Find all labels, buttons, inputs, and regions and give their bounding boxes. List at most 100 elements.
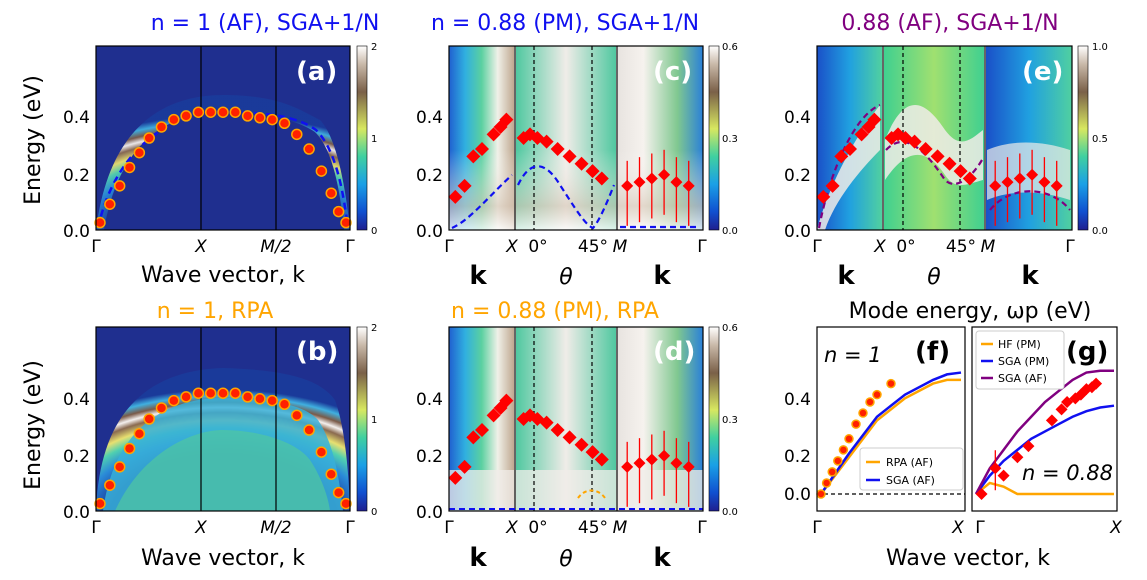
panel-b-data-point: [204, 387, 217, 399]
panel-a-data-point: [229, 106, 242, 118]
panel-f-data-point: [865, 397, 875, 407]
panel-c-data-point: [539, 134, 554, 149]
panel-f-points: [816, 378, 896, 499]
panel-d-data-point: [539, 415, 554, 430]
panel-b-data-point: [229, 387, 242, 399]
panel-d-data-point: [658, 449, 671, 462]
colorbar-c-tick-mid: 0.3: [722, 134, 738, 145]
xtick-a-gamma2: Γ: [345, 237, 355, 257]
xtick-c-45deg: 45°: [578, 237, 608, 257]
panel-f-annotation: n = 1: [824, 343, 882, 367]
panel-a-data-point: [143, 132, 155, 144]
colorbar-b-tick-mid: 1: [371, 415, 377, 426]
panel-f-data-point: [833, 456, 843, 466]
panel-e-data-point: [816, 189, 831, 204]
panel-d-data-point: [645, 453, 658, 466]
panel-e-band-mid: [885, 105, 983, 185]
panel-d-points: [448, 393, 695, 507]
panel-e-data-point: [942, 156, 957, 171]
panel-c-data-point: [670, 176, 683, 189]
panel-c-data-point: [486, 127, 501, 142]
panel-b-points: [94, 387, 352, 510]
panel-a-data-point: [204, 106, 217, 118]
panel-b-data-point: [291, 409, 303, 422]
xtick-f-gamma: Γ: [812, 518, 822, 538]
xtick-e-gamma2: Γ: [1065, 237, 1075, 257]
colorbar-b-tick-bottom: 0: [371, 507, 377, 518]
ytick-d-00: 0.0: [416, 503, 443, 523]
legend-g-hf: HF (PM): [998, 338, 1041, 351]
panel-c-blue-left: [451, 174, 513, 230]
legend-g: HF (PM) SGA (PM) SGA (AF): [975, 330, 1065, 390]
panel-b: (b): [94, 326, 352, 512]
ytick-b-04: 0.4: [63, 390, 90, 410]
panel-b-data-point: [325, 468, 337, 480]
panel-c-data-point: [633, 176, 646, 189]
panel-e-data-point: [962, 171, 977, 186]
panel-g-data-point: [997, 469, 1010, 482]
xtick-d-0deg: 0°: [528, 518, 547, 538]
panel-e-points: [816, 112, 1063, 226]
colorbar-a: 2 1 0: [356, 42, 377, 237]
panel-c-data-point: [550, 142, 565, 157]
xtick-b-gamma1: Γ: [91, 518, 101, 538]
panel-a-data-point: [155, 121, 168, 133]
panel-b-data-point: [266, 394, 278, 407]
colorbar-a-tick-mid: 1: [371, 134, 377, 145]
panel-c-data-point: [621, 179, 634, 192]
panel-f-data-point: [872, 389, 882, 400]
sublabel-e-theta: θ: [927, 265, 941, 290]
legend-g-box: [975, 330, 1065, 390]
panel-c-blue-mid: [517, 165, 616, 230]
title-panel-b: n = 1, RPA: [157, 299, 274, 324]
ytick-c-04: 0.4: [416, 108, 443, 128]
panel-c-data-point: [562, 149, 577, 164]
panel-g-frame: [971, 326, 1118, 512]
panel-g-label: (g): [1066, 337, 1108, 367]
panel-f-line-rpa: [820, 378, 961, 495]
panel-e-data-point: [1038, 176, 1051, 189]
xlabel-a: Wave vector, k: [141, 263, 305, 288]
ytick-d-04: 0.4: [416, 390, 443, 410]
ytick-e-00: 0.0: [784, 222, 811, 242]
xticks-e: Γ X 0° 45° M Γ k θ k: [812, 237, 1075, 291]
panel-a-data-point: [104, 198, 116, 210]
panel-d-orange-arc: [577, 489, 606, 499]
xticks-a: Γ X M/2 Γ Wave vector, k: [91, 237, 355, 288]
panel-a-data-point: [168, 113, 180, 126]
ytick-d-02: 0.2: [416, 447, 443, 467]
panel-d-data-point: [633, 457, 646, 470]
panel-d: (d): [448, 326, 704, 512]
ytick-a-00: 0.0: [63, 222, 90, 242]
xtick-d-m: M: [613, 518, 628, 538]
panel-b-data-point: [241, 391, 254, 403]
panel-g-data-point: [1045, 414, 1058, 427]
colorbar-c-bar: [708, 45, 720, 231]
panel-a-points: [94, 106, 352, 229]
panel-c-label: (c): [653, 57, 692, 87]
yticks-a: 0.4 0.2 0.0: [63, 108, 90, 242]
colorbar-b-bar: [356, 326, 368, 512]
panel-e-data-point: [930, 149, 945, 164]
panel-f-data-point: [838, 445, 849, 455]
panel-g-data-point: [989, 462, 1002, 475]
ytick-c-00: 0.0: [416, 222, 443, 242]
yticks-b: 0.4 0.2 0.0: [63, 390, 90, 523]
panel-a-label: (a): [296, 57, 337, 87]
panel-e-frame: [816, 45, 1073, 231]
colorbar-c: 0.6 0.3 0.0: [708, 42, 738, 237]
panel-c: (c): [448, 45, 704, 231]
xtick-g-gamma: Γ: [975, 518, 985, 538]
xtick-e-m: M: [981, 237, 996, 257]
colorbar-c-tick-top: 0.6: [722, 42, 738, 53]
panel-a-data-point: [192, 106, 205, 118]
panel-b-data-point: [143, 413, 155, 425]
colorbar-a-tick-bottom: 0: [371, 226, 377, 237]
panel-a-data-point: [123, 161, 136, 174]
xticks-c: Γ X 0° 45° M Γ k θ k: [444, 237, 707, 291]
xtick-e-45deg: 45°: [946, 237, 976, 257]
legend-g-sga-pm: SGA (PM): [998, 355, 1049, 368]
panel-b-data-point: [340, 497, 352, 510]
panel-a-data-point: [180, 110, 192, 122]
colorbar-e-bar: [1077, 45, 1089, 231]
